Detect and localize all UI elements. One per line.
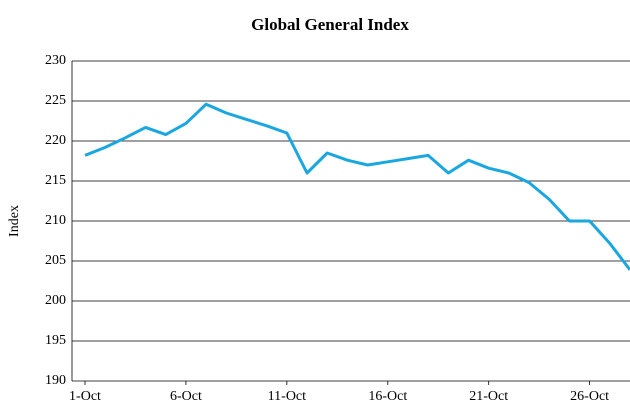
y-tick-label: 205 — [45, 253, 66, 268]
x-tick-label: 16-Oct — [368, 389, 407, 404]
y-tick-label: 230 — [45, 53, 66, 68]
y-tick-label: 200 — [45, 293, 66, 308]
x-tick-label: 1-Oct — [69, 389, 101, 404]
chart-title: Global General Index — [251, 15, 409, 34]
x-tick-label: 26-Oct — [570, 389, 609, 404]
x-tick-label: 21-Oct — [469, 389, 508, 404]
y-tick-label: 225 — [45, 93, 66, 108]
y-axis-label: Index — [7, 205, 22, 237]
data-line — [84, 102, 630, 271]
y-tick-label: 210 — [45, 213, 66, 228]
y-tick-label: 190 — [45, 373, 66, 388]
y-tick-label: 195 — [45, 333, 66, 348]
x-tick-label: 6-Oct — [170, 389, 202, 404]
y-tick-label: 215 — [45, 173, 66, 188]
x-tick-label: 11-Oct — [268, 389, 306, 404]
y-tick-label: 220 — [45, 133, 66, 148]
